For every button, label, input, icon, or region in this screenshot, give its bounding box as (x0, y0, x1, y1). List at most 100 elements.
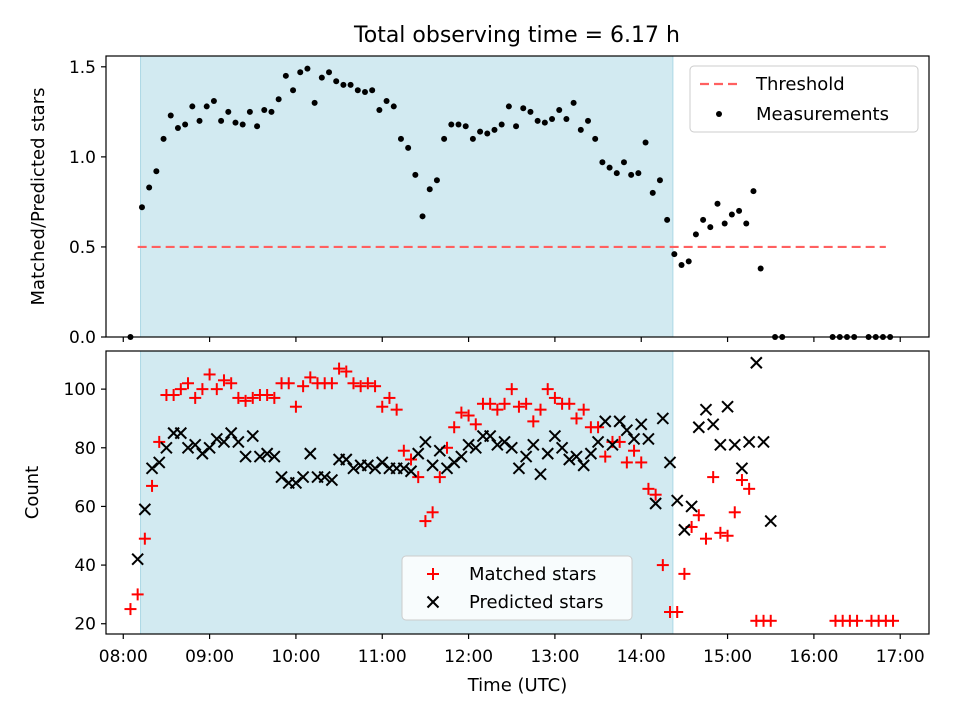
predicted-star-point (757, 435, 770, 449)
matched-star-point (735, 474, 748, 487)
measurement-point (462, 123, 469, 130)
matched-star-point (426, 506, 439, 519)
measurement-point (520, 105, 527, 112)
measurement-point (333, 78, 340, 85)
measurement-point (570, 99, 577, 106)
x-tick-label: 13:00 (530, 647, 579, 667)
predicted-star-point (239, 450, 252, 463)
matched-star-point (297, 380, 310, 393)
measurement-point (620, 159, 627, 166)
matched-star-point (383, 391, 396, 404)
y-axis-ticks-top: 0.0 0.5 1.0 1.5 (69, 58, 106, 348)
predicted-star-point (599, 415, 612, 428)
matched-star-point (397, 444, 410, 457)
measurement-point (167, 112, 174, 119)
y-tick-label: 100 (64, 380, 96, 400)
count-panel: 20 40 60 80 100 08:00 09:00 10:00 11:00 12:00 13:… (22, 350, 930, 696)
predicted-star-point (404, 465, 418, 478)
matched-star-point (887, 614, 900, 627)
matched-star-point (714, 526, 727, 539)
measurement-point (721, 220, 728, 227)
matched-star-point (225, 377, 238, 390)
predicted-star-point (527, 438, 540, 452)
measurement-point (182, 121, 189, 128)
measurement-point (261, 107, 268, 114)
measurement-point (174, 125, 181, 132)
chart-title: Total observing time = 6.17 h (353, 23, 680, 48)
measurement-point (412, 171, 419, 178)
matched-star-point (369, 380, 382, 393)
matched-star-point (405, 453, 418, 466)
predicted-star-point (584, 447, 598, 460)
predicted-star-point (505, 441, 518, 454)
matched-star-point (671, 606, 684, 619)
x-axis-ticks-bottom: 08:00 09:00 10:00 11:00 12:00 13:00 14:00 15:00… (99, 634, 925, 667)
predicted-star-point (491, 438, 504, 452)
legend-threshold-label: Threshold (755, 74, 845, 95)
legend-measurements-label: Measurements (756, 104, 889, 125)
predicted-star-point (419, 435, 432, 449)
matched-star-point (534, 403, 547, 416)
matched-star-point (548, 391, 561, 404)
measurement-point (361, 89, 368, 96)
measurement-point (246, 108, 253, 115)
predicted-star-point (253, 450, 267, 463)
predicted-star-point (361, 459, 375, 472)
legend-box (401, 555, 633, 621)
predicted-star-point (318, 470, 331, 484)
x-tick-label: 16:00 (789, 647, 838, 667)
measurement-point (383, 98, 390, 105)
measurement-point (513, 123, 520, 130)
predicted-star-point (433, 444, 447, 457)
measurement-point (527, 108, 534, 115)
predicted-star-point (174, 426, 188, 440)
matched-star-point (520, 397, 533, 410)
matched-star-point (289, 400, 302, 413)
matched-star-point (433, 471, 446, 484)
measurement-point (433, 177, 440, 184)
y-tick-label: 60 (74, 497, 96, 517)
measurement-point (448, 121, 455, 128)
x-tick-label: 11:00 (358, 647, 407, 667)
predicted-star-point (347, 462, 360, 475)
predicted-star-point (188, 438, 202, 452)
predicted-star-point (656, 412, 670, 425)
predicted-star-point (426, 459, 439, 472)
predicted-star-point (340, 453, 353, 466)
predicted-star-point (570, 450, 583, 463)
y-tick-label: 0.5 (69, 238, 96, 258)
predicted-star-point (678, 523, 691, 537)
matched-star-point (325, 377, 338, 390)
matched-star-point (203, 368, 216, 381)
measurement-point (225, 108, 232, 115)
plot-frame-bottom (105, 350, 930, 635)
measurement-point (455, 121, 462, 128)
predicted-star-point (519, 450, 533, 463)
measurement-point (354, 87, 361, 94)
predicted-star-point (232, 435, 245, 449)
y-axis-label-top: Matched/Predicted stars (28, 88, 49, 306)
matched-star-point (282, 377, 295, 390)
matched-star-point (642, 482, 655, 495)
matched-star-point (268, 391, 281, 404)
observing-window-shade (140, 55, 674, 338)
measurement-point (606, 164, 613, 171)
predicted-star-point (699, 403, 713, 416)
matched-star-point (182, 377, 195, 390)
measurement-point (671, 251, 678, 258)
matched-star-point (390, 403, 403, 416)
measurement-point (549, 116, 556, 123)
measurement-point (505, 103, 512, 110)
x-tick-label: 10:00 (271, 647, 320, 667)
matched-star-point (196, 383, 209, 396)
y-axis-label-bottom: Count (22, 466, 43, 519)
matched-star-point (498, 397, 511, 410)
predicted-star-point (210, 432, 223, 446)
measurement-point (491, 126, 498, 133)
measurement-point (750, 188, 757, 195)
predicted-star-point (131, 553, 144, 566)
predicted-star-point (153, 456, 166, 469)
measurement-point (714, 200, 721, 207)
measurement-point (297, 69, 304, 76)
y-tick-label: 1.0 (69, 148, 96, 168)
